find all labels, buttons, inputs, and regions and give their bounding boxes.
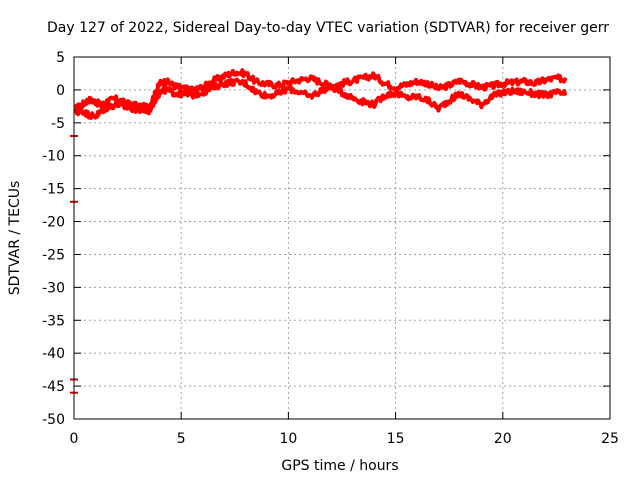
x-tick-label: 0 (70, 431, 79, 447)
y-axis-label: SDTVAR / TECUs (7, 181, 23, 296)
x-axis-label: GPS time / hours (281, 458, 398, 474)
y-tick-label: -10 (42, 149, 65, 165)
series-line (74, 68, 567, 113)
x-tick-label: 5 (177, 431, 186, 447)
y-tick-label: -40 (42, 346, 65, 362)
y-tick-label: -50 (42, 412, 65, 428)
x-tick-label: 10 (279, 431, 297, 447)
y-axis: 5 0 -5 -10 -15 -20 -25 -30 -35 -40 -45 -50 (42, 50, 610, 428)
x-axis: 0 5 10 15 20 25 (70, 57, 619, 447)
x-tick-label: 20 (494, 431, 512, 447)
y-tick-label: 5 (56, 50, 65, 66)
grid (74, 57, 610, 419)
y-tick-label: -35 (42, 313, 65, 329)
y-tick-label: -45 (42, 379, 65, 395)
y-tick-label: -20 (42, 215, 65, 231)
x-tick-label: 25 (601, 431, 619, 447)
y-tick-label: 0 (56, 83, 65, 99)
y-tick-label: -25 (42, 247, 65, 263)
series-line (74, 77, 567, 120)
plot-frame (73, 56, 611, 420)
x-tick-label: 15 (387, 431, 405, 447)
y-tick-label: -15 (42, 182, 65, 198)
plot-series (74, 68, 567, 120)
chart-title: Day 127 of 2022, Sidereal Day-to-day VTE… (47, 20, 609, 36)
y-tick-label: -30 (42, 280, 65, 296)
y-tick-label: -5 (51, 116, 65, 132)
